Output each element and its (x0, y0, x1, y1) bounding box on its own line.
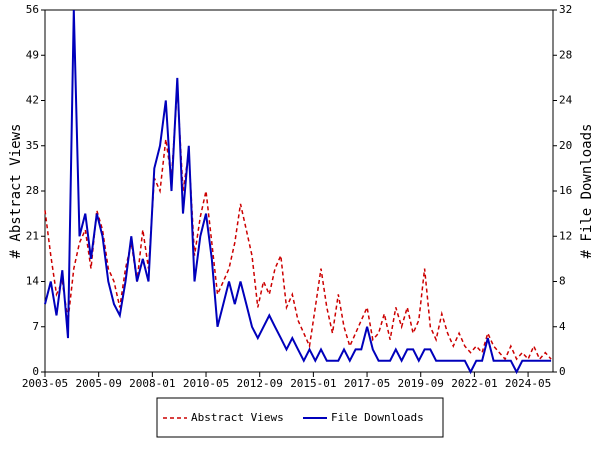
x-tick-label: 2010-05 (183, 377, 229, 390)
legend-label: File Downloads (331, 411, 424, 424)
x-tick-label: 2024-05 (505, 377, 551, 390)
series-line (44, 9, 552, 375)
x-tick-label: 2015-01 (290, 377, 336, 390)
y-tick-label: 14 (26, 275, 40, 288)
x-tick-label: 2017-05 (344, 377, 390, 390)
series-line (44, 87, 552, 361)
y-tick-label: 42 (26, 94, 39, 107)
y2-tick-label: 28 (559, 48, 572, 61)
x-tick-label: 2008-01 (129, 377, 175, 390)
x-tick-label: 2019-09 (398, 377, 444, 390)
y-axis-title: # Abstract Views (8, 124, 24, 259)
y2-tick-label: 20 (559, 139, 572, 152)
legend-box (156, 397, 444, 438)
y2-axis-title: # File Downloads (579, 124, 595, 259)
y-tick-label: 49 (26, 48, 39, 61)
y2-tick-label: 24 (559, 94, 573, 107)
y-tick-label: 35 (26, 139, 39, 152)
legend-label: Abstract Views (191, 411, 284, 424)
y2-tick-label: 0 (559, 365, 566, 378)
y-tick-label: 56 (26, 3, 39, 16)
y2-tick-label: 32 (559, 3, 572, 16)
y-tick-label: 28 (26, 184, 39, 197)
y-tick-label: 7 (32, 320, 39, 333)
x-tick-label: 2022-01 (451, 377, 497, 390)
y-tick-label: 21 (26, 229, 39, 242)
x-tick-label: 2005-09 (75, 377, 121, 390)
x-tick-label: 2003-05 (22, 377, 68, 390)
y2-tick-label: 12 (559, 229, 572, 242)
y2-tick-label: 8 (559, 275, 566, 288)
x-tick-label: 2012-09 (237, 377, 283, 390)
y2-tick-label: 4 (559, 320, 566, 333)
plot-frame (44, 9, 554, 373)
y2-tick-label: 16 (559, 184, 572, 197)
y-tick-label: 0 (32, 365, 39, 378)
